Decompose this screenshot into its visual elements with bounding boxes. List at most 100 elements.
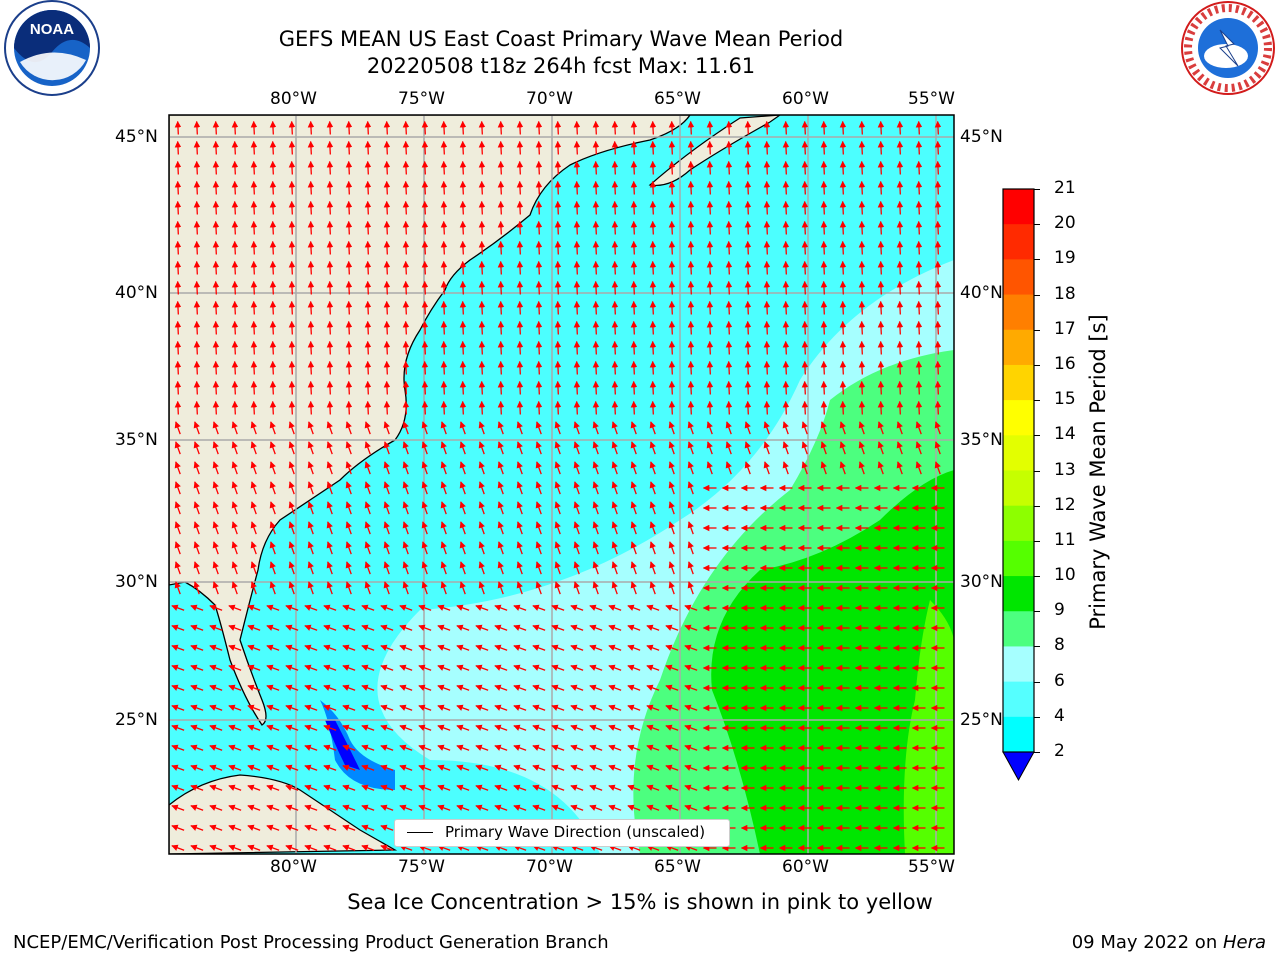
wave-arrow [478, 421, 485, 435]
wave-arrow [573, 541, 580, 555]
wave-arrow [364, 300, 372, 315]
colorbar-segment [1003, 576, 1034, 612]
wave-arrow [551, 744, 565, 751]
wave-arrow [212, 260, 220, 275]
wave-arrow [342, 664, 356, 671]
wave-arrow [345, 180, 353, 195]
wave-arrow [706, 300, 714, 315]
wave-arrow [573, 360, 581, 375]
wave-arrow [763, 461, 770, 475]
wave-arrow [608, 784, 622, 791]
noaa-logo: NOAA [0, 0, 104, 100]
wave-arrow [307, 521, 314, 535]
wave-arrow [535, 481, 542, 495]
wave-arrow [459, 340, 467, 355]
wave-arrow [250, 200, 258, 215]
legend-line-sample [407, 832, 433, 833]
wave-arrow [402, 140, 410, 155]
wave-arrow [668, 400, 676, 415]
wave-arrow [266, 764, 280, 771]
wave-arrow [611, 400, 619, 415]
wave-arrow [250, 441, 257, 455]
wave-arrow [193, 461, 200, 475]
lat-label-right-45n: 45°N [960, 127, 1003, 147]
wave-arrow [345, 120, 353, 135]
wave-arrow [364, 421, 371, 435]
wave-arrow [288, 521, 295, 535]
colorbar-tick-mark [1034, 681, 1040, 683]
wave-arrow [516, 521, 523, 535]
wave-arrow [307, 380, 315, 395]
wave-arrow [649, 160, 657, 175]
wave-arrow [174, 521, 181, 535]
wave-arrow [744, 280, 752, 295]
wave-arrow [570, 804, 584, 811]
wave-arrow [212, 200, 220, 215]
wave-arrow [190, 824, 204, 831]
wave-arrow [627, 604, 641, 611]
wave-arrow [456, 804, 470, 811]
wave-arrow [342, 824, 356, 831]
wave-arrow [934, 421, 941, 435]
wave-arrow [820, 200, 828, 215]
wave-arrow [532, 804, 546, 811]
wave-arrow [611, 260, 619, 275]
wave-arrow [228, 764, 242, 771]
wave-arrow [494, 644, 508, 651]
wave-arrow [516, 180, 524, 195]
wave-arrow [323, 824, 337, 831]
wave-arrow [687, 481, 694, 495]
wave-arrow [231, 400, 239, 415]
wave-arrow [440, 561, 447, 575]
wave-arrow [858, 220, 866, 235]
wave-arrow [459, 260, 467, 275]
wave-arrow [915, 260, 923, 275]
wave-arrow [402, 360, 410, 375]
wave-arrow [608, 684, 622, 691]
wave-arrow [209, 704, 223, 711]
colorbar-extend-triangle [1002, 751, 1035, 782]
wave-arrow [630, 501, 637, 515]
wave-arrow [877, 240, 885, 255]
wave-arrow [497, 200, 505, 215]
wave-arrow [782, 280, 790, 295]
wave-arrow [304, 844, 318, 851]
wave-arrow [418, 784, 432, 791]
wave-arrow [494, 704, 508, 711]
wave-arrow [649, 140, 657, 155]
wave-arrow [573, 300, 581, 315]
wave-arrow [475, 664, 489, 671]
wave-arrow [896, 421, 903, 435]
wave-arrow [668, 561, 675, 575]
wave-arrow [687, 461, 694, 475]
wave-arrow [193, 521, 200, 535]
footer-date: 09 May 2022 on Hera [1072, 932, 1266, 953]
wave-arrow [668, 200, 676, 215]
wave-arrow [250, 581, 257, 595]
wave-arrow [269, 461, 276, 475]
wave-arrow [592, 220, 600, 235]
wave-arrow [247, 664, 261, 671]
wave-arrow [212, 120, 220, 135]
wave-arrow [763, 260, 771, 275]
wave-arrow [440, 300, 448, 315]
wave-arrow [782, 200, 790, 215]
wave-arrow [288, 421, 295, 435]
wave-arrow [269, 400, 277, 415]
wave-arrow [494, 744, 508, 751]
wave-arrow [763, 380, 771, 395]
wave-arrow [554, 260, 562, 275]
wave-arrow [212, 380, 220, 395]
wave-arrow [342, 624, 356, 631]
wave-arrow [304, 644, 318, 651]
wave-arrow [402, 300, 410, 315]
wave-arrow [630, 120, 638, 135]
wave-arrow [307, 561, 314, 575]
wave-arrow [304, 704, 318, 711]
wave-arrow [478, 200, 486, 215]
wave-arrow [630, 240, 638, 255]
wave-arrow [171, 824, 185, 831]
wave-arrow [383, 280, 391, 295]
wave-arrow [684, 764, 698, 771]
wave-arrow [459, 561, 466, 575]
